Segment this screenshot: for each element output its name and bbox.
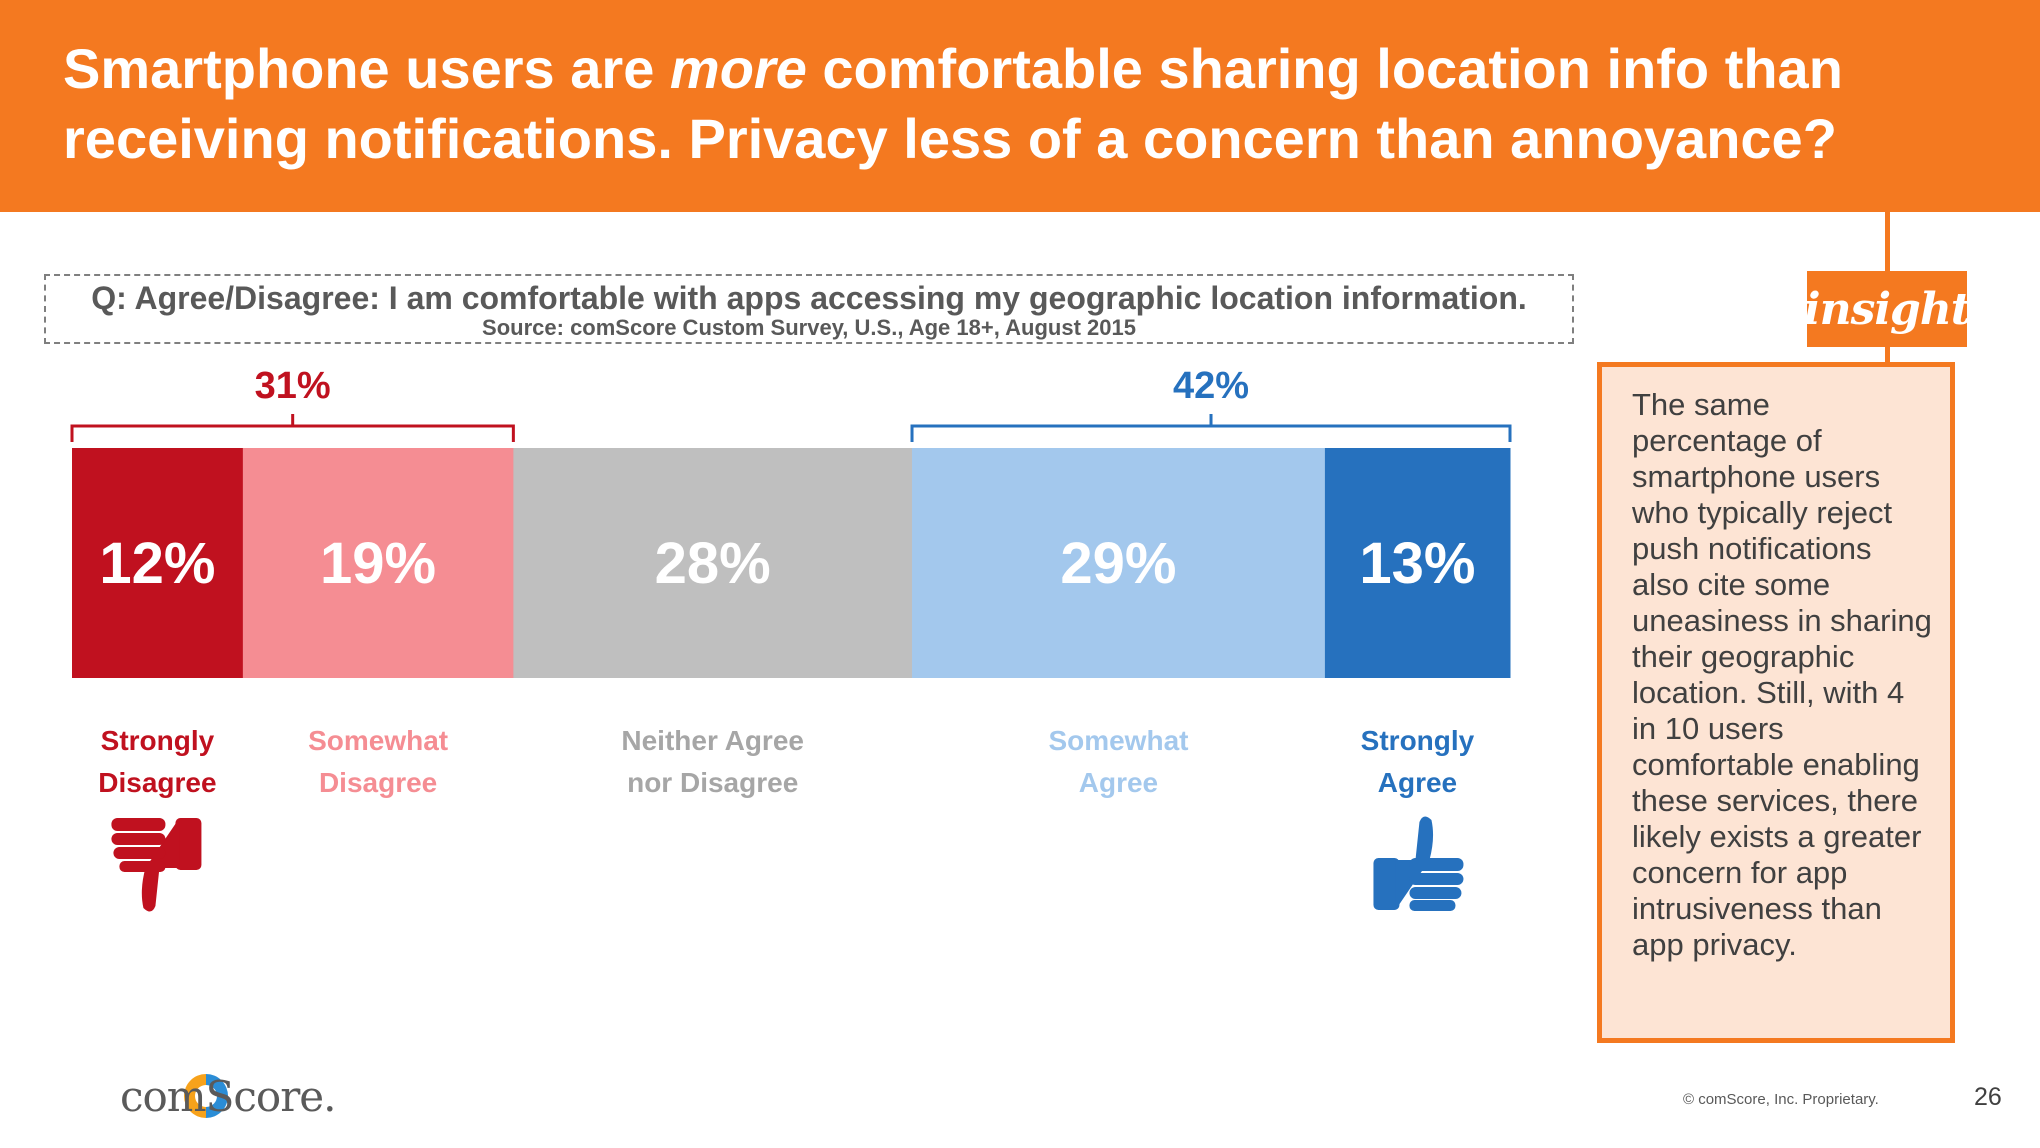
insight-box: The same percentage of smartphone users … [1597,362,1955,1043]
category-label: Agree [1378,767,1457,798]
insight-badge: insight [1804,271,1971,347]
thumbs-up-icon-part [1409,887,1462,899]
group-total-label: 31% [255,365,331,407]
title-part-1: Smartphone users are [63,37,670,100]
bar-segment [242,448,514,678]
category-label: Somewhat [1048,725,1188,756]
bar-value-label: 29% [1060,531,1176,596]
group-bracket [70,414,515,442]
page-title: Smartphone users are more comfortable sh… [63,34,1963,174]
copyright-text: © comScore, Inc. Proprietary. [1683,1091,1879,1108]
thumbs-down-icon-part [119,861,166,872]
thumbs-up-icon-part [1373,858,1400,910]
category-label: Disagree [319,767,437,798]
bar-segment [912,448,1326,678]
thumbs-up-icon [1373,816,1464,911]
category-label: nor Disagree [627,767,798,798]
bar-value-label: 12% [99,531,215,596]
category-label: Strongly [101,725,215,756]
insight-connector-top [1885,212,1890,272]
question-box: Q: Agree/Disagree: I am comfortable with… [44,274,1574,344]
group-total-label: 42% [1173,365,1249,407]
question-text: Q: Agree/Disagree: I am comfortable with… [91,280,1527,316]
comscore-logo-text: comScore. [120,1072,336,1121]
title-emphasis: more [669,37,807,100]
stacked-bar-chart: 12% Strongly Disagree 19% Somewhat Disagree 28… [70,365,1512,912]
thumbs-up-icon-part [1409,900,1456,911]
category-label: Disagree [98,767,216,798]
thumbs-down-icon [111,818,202,912]
title-line-2: receiving notifications. Privacy less of… [63,107,1837,170]
category-label: Agree [1079,767,1158,798]
thumbs-down-icon-part [111,818,166,831]
thumbs-up-icon-part [1409,873,1464,885]
thumbs-down-icon-part [113,847,166,859]
bar-segment [72,448,244,678]
group-bracket [910,414,1512,442]
comscore-logo-icon [184,1074,228,1118]
source-text: Source: comScore Custom Survey, U.S., Ag… [482,315,1136,340]
bar-segment [513,448,913,678]
thumbs-up-icon-part [1409,858,1464,871]
insight-connector-bottom [1885,345,1890,363]
thumbs-down-icon-part [175,818,202,870]
title-part-2: comfortable sharing location info than [806,37,1843,100]
bar-value-label: 13% [1359,531,1475,596]
category-label: Somewhat [308,725,448,756]
insight-text: The same percentage of smartphone users … [1632,387,1932,962]
bar-segment [1324,448,1511,678]
header-banner: Smartphone users are more comfortable sh… [0,0,2040,212]
category-label: Strongly [1361,725,1475,756]
page-number: 26 [1974,1083,2002,1111]
category-label: Neither Agree [621,725,804,756]
bar-value-label: 19% [320,531,436,596]
thumbs-down-icon-part [111,833,166,845]
bar-value-label: 28% [655,531,771,596]
